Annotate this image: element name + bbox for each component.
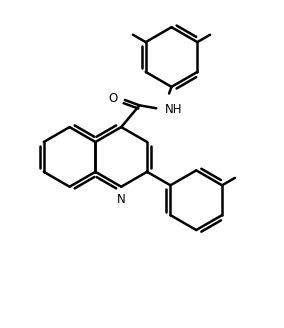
Text: O: O [109, 92, 118, 105]
Text: N: N [117, 193, 126, 206]
Text: NH: NH [165, 103, 182, 116]
